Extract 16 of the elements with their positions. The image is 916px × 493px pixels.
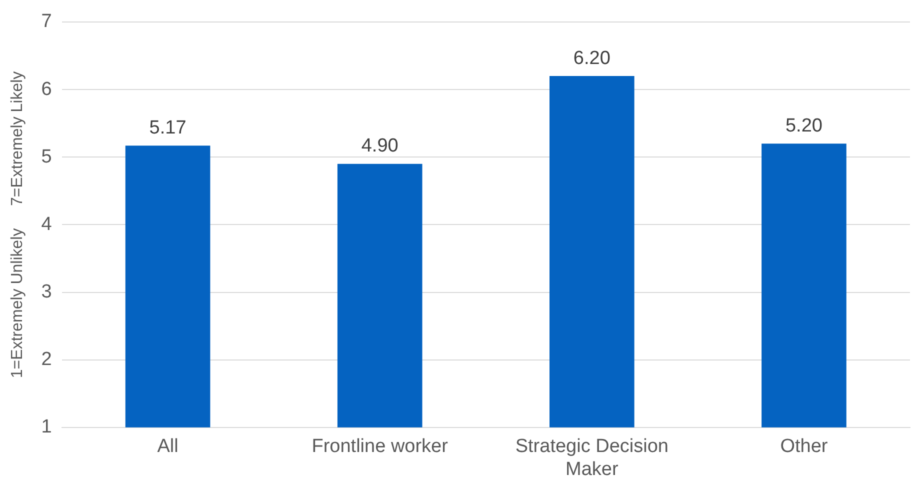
data-label: 5.17	[149, 117, 186, 138]
y-axis-title: 1=Extremely Unlikely 7=Extremely Likely	[9, 71, 26, 378]
x-tick-label: All	[157, 436, 178, 458]
data-label: 4.90	[361, 136, 398, 157]
y-tick-label: 5	[41, 146, 52, 168]
x-tick-label: Other	[780, 436, 828, 458]
y-tick-label: 3	[41, 282, 52, 302]
data-label: 6.20	[573, 48, 610, 69]
y-tick-label: 4	[41, 214, 52, 235]
x-tick-label: Strategic Decision Maker	[515, 436, 668, 480]
data-label: 5.20	[785, 115, 822, 136]
y-tick-label: 2	[41, 349, 52, 370]
x-tick-label: Frontline worker	[312, 436, 449, 458]
y-tick-label: 1	[41, 416, 52, 438]
y-tick-label: 7	[41, 11, 52, 32]
y-tick-label: 6	[41, 78, 52, 100]
